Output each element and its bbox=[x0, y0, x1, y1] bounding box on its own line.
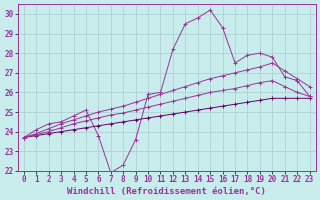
X-axis label: Windchill (Refroidissement éolien,°C): Windchill (Refroidissement éolien,°C) bbox=[67, 187, 266, 196]
